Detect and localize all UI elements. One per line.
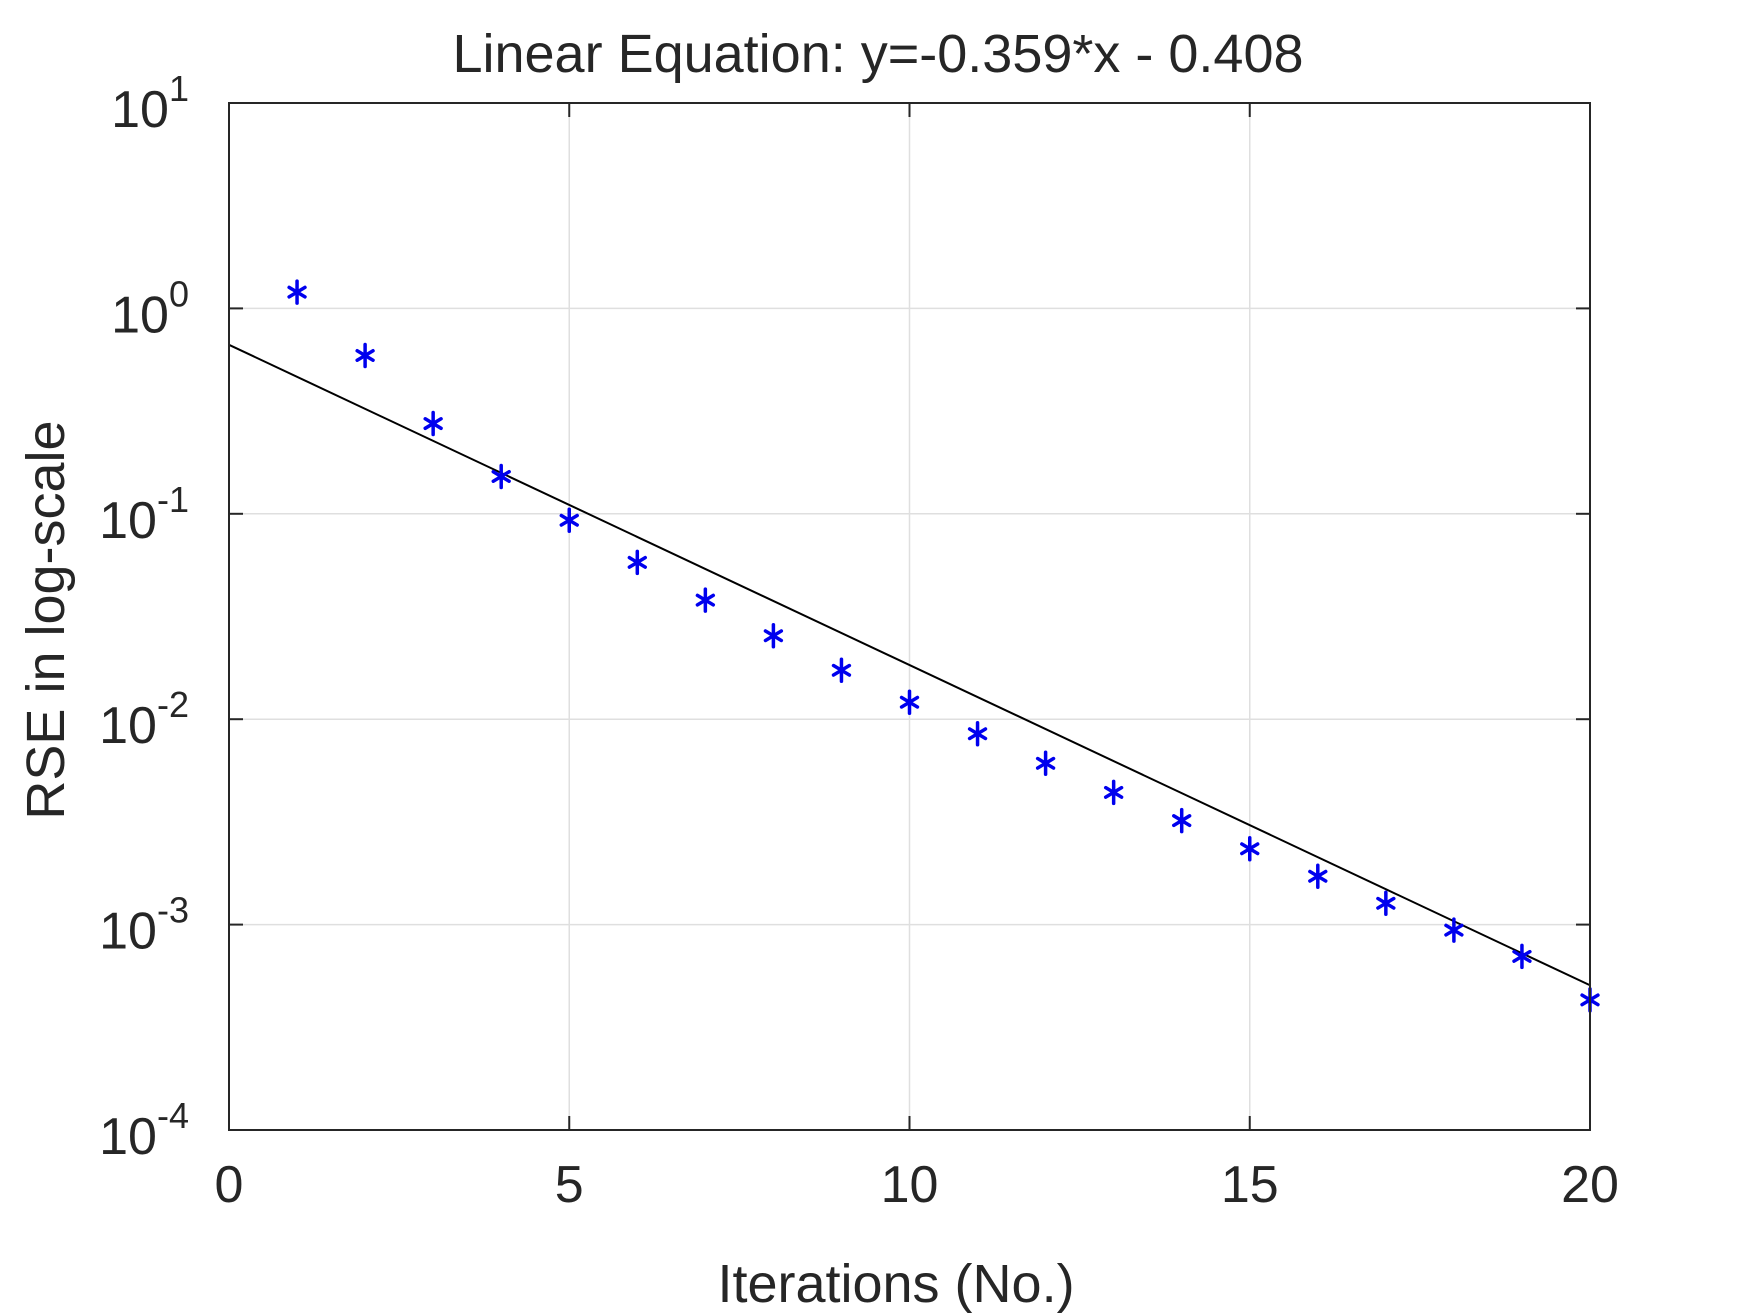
x-tick-label: 15 xyxy=(1221,1156,1279,1214)
x-tick-label: 0 xyxy=(215,1156,244,1214)
y-tick-label-exponent: -1 xyxy=(157,479,189,520)
data-point xyxy=(1444,917,1464,943)
data-point xyxy=(491,463,511,490)
data-point xyxy=(1240,836,1260,862)
data-point xyxy=(627,549,647,576)
y-tick-label-base: 10 xyxy=(99,1108,157,1166)
data-point xyxy=(1512,943,1532,970)
data-point xyxy=(831,657,852,684)
x-axis-label: Iterations (No.) xyxy=(717,1254,1074,1313)
data-point xyxy=(423,410,443,437)
y-tick-label: 100 xyxy=(111,273,189,344)
data-point xyxy=(287,279,307,305)
fit-line-group xyxy=(228,343,1591,987)
data-point xyxy=(899,689,920,715)
y-tick-label-base: 10 xyxy=(111,81,169,139)
y-tick-label-base: 10 xyxy=(99,492,157,550)
y-tick-label-exponent: 0 xyxy=(169,273,189,314)
data-point xyxy=(967,720,988,747)
y-tick-label-base: 10 xyxy=(99,697,157,755)
data-points xyxy=(287,279,1600,1013)
x-tick-label: 5 xyxy=(555,1156,584,1214)
y-tick-label: 101 xyxy=(111,68,189,139)
data-point xyxy=(1308,863,1328,889)
data-point xyxy=(1103,779,1124,806)
data-point xyxy=(559,507,579,534)
x-tick-labels: 0 5 10 15 20 xyxy=(215,1156,1619,1214)
y-tick-label: 10-1 xyxy=(99,479,189,550)
chart-title: Linear Equation: y=-0.359*x - 0.408 xyxy=(452,24,1303,84)
data-point xyxy=(1376,890,1396,917)
y-tick-label-exponent: -2 xyxy=(157,684,189,725)
x-tick-label: 10 xyxy=(881,1156,939,1214)
y-axis-label: RSE in log-scale xyxy=(16,420,76,819)
x-tick-label: 20 xyxy=(1561,1156,1619,1214)
y-tick-label-exponent: 1 xyxy=(169,68,189,109)
tick-marks xyxy=(228,102,1591,1131)
y-tick-label-exponent: -3 xyxy=(157,890,189,931)
y-tick-label: 10-4 xyxy=(99,1095,189,1166)
fit-line xyxy=(228,343,1591,987)
data-point xyxy=(1035,750,1056,777)
data-point xyxy=(355,342,375,369)
data-point xyxy=(1172,807,1192,834)
y-tick-label-base: 10 xyxy=(111,286,169,344)
y-tick-label: 10-2 xyxy=(99,684,189,755)
data-point xyxy=(695,587,716,613)
y-tick-label-base: 10 xyxy=(99,903,157,961)
y-tick-label: 10-3 xyxy=(99,890,189,961)
y-tick-label-exponent: -4 xyxy=(157,1095,189,1136)
data-point xyxy=(763,622,784,649)
